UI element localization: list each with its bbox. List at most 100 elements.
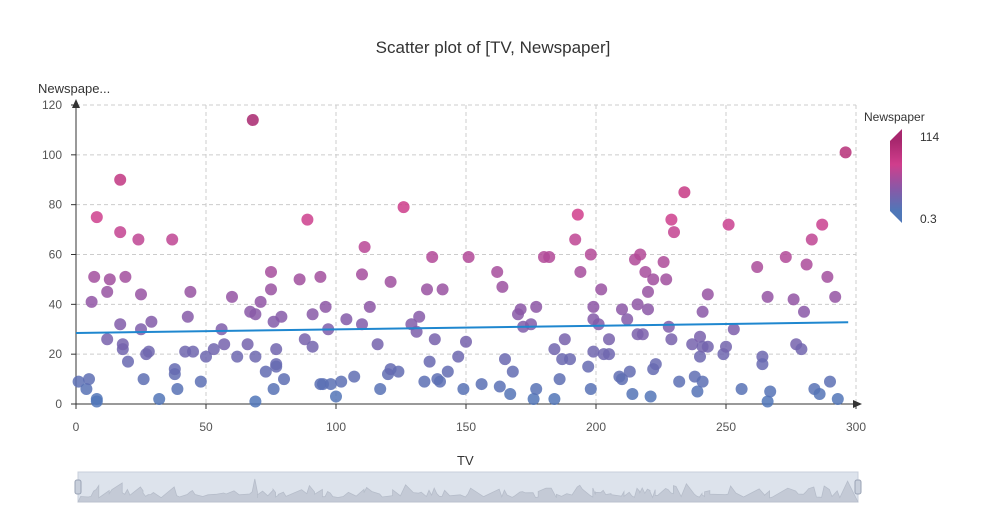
data-point <box>761 290 774 303</box>
data-point <box>200 350 212 363</box>
data-point <box>168 363 181 376</box>
data-point <box>795 343 808 356</box>
data-point <box>720 340 732 353</box>
data-point <box>829 290 842 303</box>
data-point <box>114 173 127 186</box>
data-point <box>278 373 290 386</box>
data-point <box>103 273 116 286</box>
data-point <box>558 333 571 346</box>
data-point <box>548 343 561 356</box>
data-point <box>363 300 376 313</box>
data-point <box>506 365 519 378</box>
x-tick-label: 250 <box>716 420 736 434</box>
data-point <box>270 360 283 373</box>
data-point <box>101 333 114 346</box>
data-point <box>660 273 673 286</box>
data-point <box>694 330 706 343</box>
data-point <box>831 393 844 406</box>
data-point <box>441 365 454 378</box>
data-point <box>371 338 384 351</box>
zoom-handle-right[interactable] <box>854 479 862 495</box>
data-point <box>701 288 714 301</box>
data-point <box>135 323 147 336</box>
data-point <box>249 350 262 363</box>
zoom-handle-left[interactable] <box>74 479 82 495</box>
data-point <box>642 285 654 298</box>
data-point <box>756 358 769 371</box>
data-point <box>569 233 582 246</box>
data-point <box>527 393 540 406</box>
data-point <box>194 375 207 388</box>
data-point <box>642 303 654 316</box>
data-point <box>761 395 774 408</box>
data-point <box>254 295 267 308</box>
visual-map-title: Newspaper <box>864 110 925 124</box>
y-tick-label: 0 <box>55 397 62 411</box>
data-point <box>499 353 511 366</box>
data-point <box>621 313 634 326</box>
data-point <box>636 328 649 341</box>
data-point <box>340 313 353 326</box>
data-point <box>727 323 740 336</box>
data-point <box>348 370 361 383</box>
data-point <box>603 348 615 361</box>
data-point <box>665 213 678 226</box>
data-point <box>798 305 810 318</box>
data-point <box>275 310 288 323</box>
data-point <box>587 300 600 313</box>
chart-title: Scatter plot of [TV, Newspaper] <box>375 38 611 57</box>
data-point <box>751 260 764 273</box>
data-point <box>119 270 132 283</box>
y-tick-label: 40 <box>49 297 63 311</box>
data-point <box>452 350 465 363</box>
data-point <box>548 393 561 406</box>
data-point <box>434 375 446 388</box>
data-point <box>603 333 615 346</box>
data-point <box>418 375 431 388</box>
data-point <box>475 378 488 391</box>
data-point <box>673 375 686 388</box>
data-point <box>530 300 543 313</box>
data-point <box>428 333 441 346</box>
data-point <box>694 350 706 363</box>
data-point <box>525 318 537 331</box>
data-point <box>665 333 678 346</box>
y-tick-label: 20 <box>49 347 63 361</box>
data-point <box>90 211 103 224</box>
y-axis-arrow <box>72 99 80 108</box>
data-point <box>779 250 792 263</box>
data-point <box>564 353 576 366</box>
data-point <box>662 320 675 333</box>
data-point <box>616 303 628 316</box>
data-point <box>421 283 433 296</box>
data-point <box>582 360 595 373</box>
data-point <box>265 283 277 296</box>
data-point <box>584 383 597 396</box>
data-point <box>142 345 155 358</box>
data-point <box>592 318 605 331</box>
data-point <box>153 393 166 406</box>
data-point <box>462 250 475 263</box>
y-tick-label: 120 <box>42 98 62 112</box>
visual-map-min-handle[interactable] <box>890 211 902 223</box>
data-point <box>574 265 587 278</box>
zoom-slider-preview <box>77 478 859 503</box>
data-point <box>816 218 829 231</box>
data-point <box>207 343 220 356</box>
data-point <box>358 241 371 254</box>
data-point <box>496 280 509 293</box>
visual-map-max-handle[interactable] <box>890 129 902 141</box>
data-point <box>319 300 332 313</box>
data-point <box>114 226 127 239</box>
data-point <box>423 355 436 368</box>
data-point <box>696 305 709 318</box>
data-point <box>436 283 449 296</box>
data-point <box>616 373 628 386</box>
data-point <box>735 383 748 396</box>
data-point <box>187 345 199 358</box>
x-tick-label: 150 <box>456 420 476 434</box>
data-point <box>493 380 506 393</box>
data-point <box>132 233 145 246</box>
data-point <box>218 338 231 351</box>
visual-map-min-label: 0.3 <box>920 212 937 226</box>
